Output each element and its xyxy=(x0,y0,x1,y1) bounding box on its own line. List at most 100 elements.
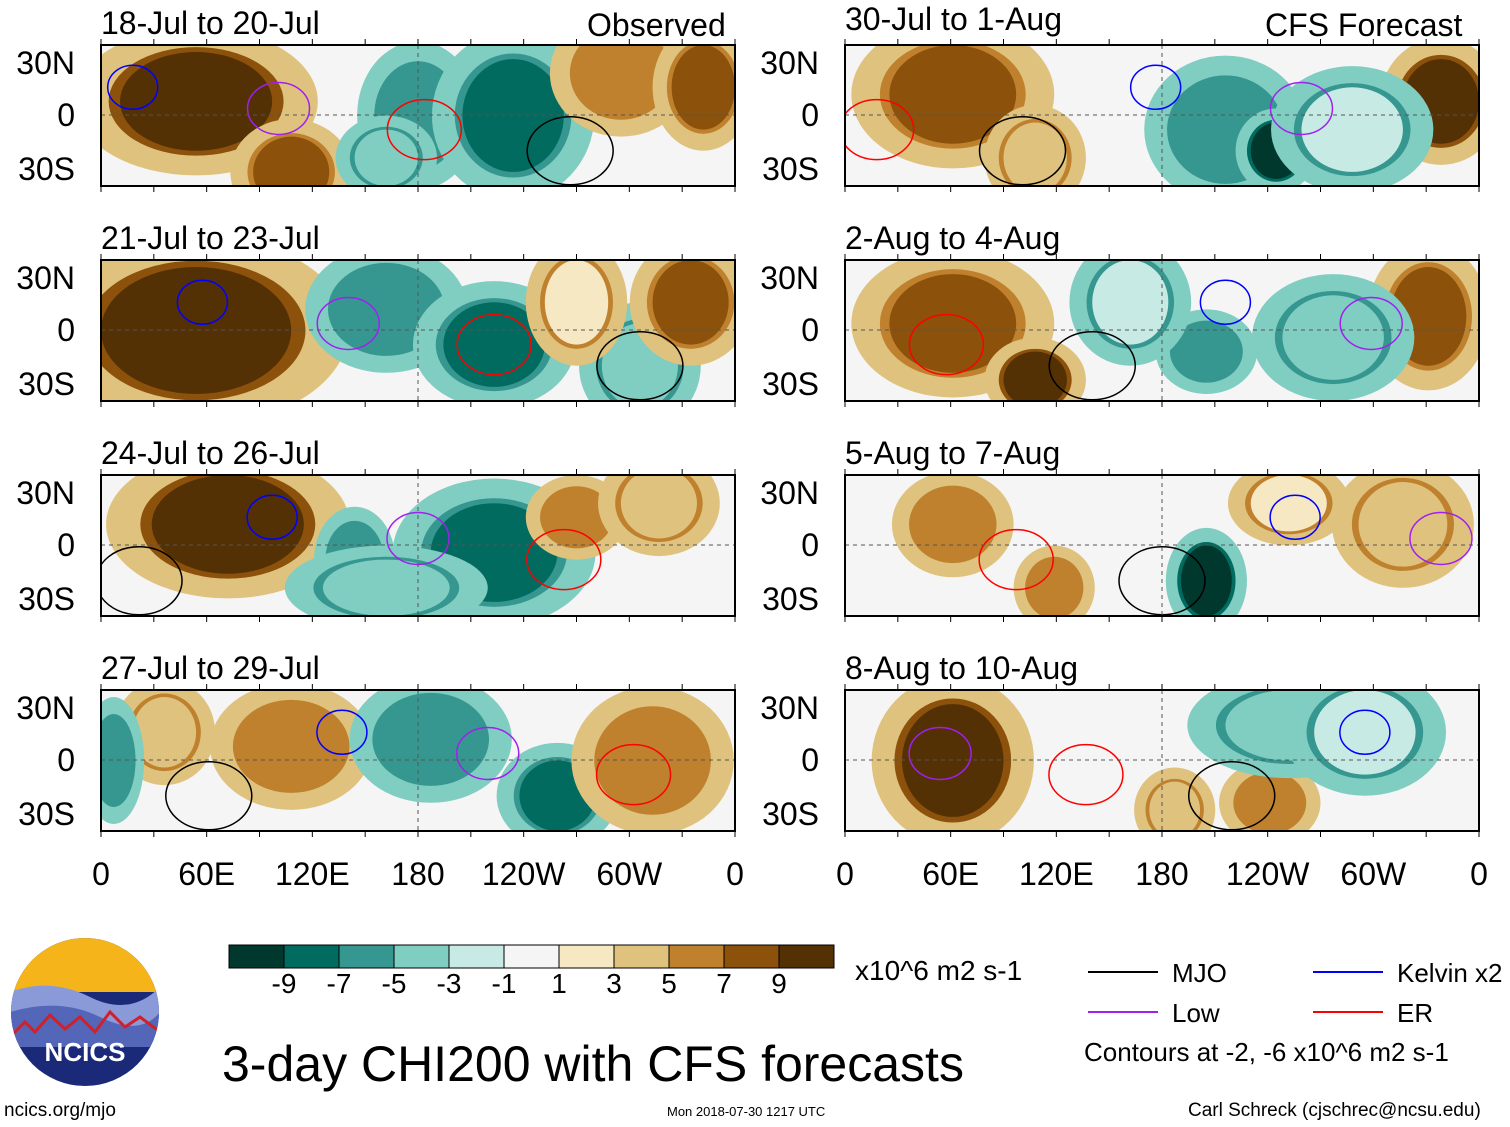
contour-line xyxy=(246,81,311,136)
lon-tick-label: 0 xyxy=(1470,856,1488,892)
contour-line xyxy=(1129,64,1182,111)
colorbar-swatch xyxy=(778,944,835,969)
lon-tick-label: 60E xyxy=(922,856,980,892)
author: Carl Schreck (cjschrec@ncsu.edu) xyxy=(1188,1100,1481,1121)
lon-tick-label: 0 xyxy=(726,856,744,892)
observed-label: Observed xyxy=(587,7,726,43)
legend-line-er xyxy=(1313,1011,1383,1013)
map-panel xyxy=(100,39,736,192)
map-panel xyxy=(100,684,736,837)
panel-title: 18-Jul to 20-Jul xyxy=(101,5,320,41)
legend-label: Low xyxy=(1172,998,1220,1028)
contour-line xyxy=(246,494,298,541)
colorbar-swatch xyxy=(338,944,395,969)
colorbar-swatch xyxy=(393,944,450,969)
colorbar-tick: 9 xyxy=(771,968,787,999)
contour-line xyxy=(456,313,532,376)
lat-tick-label: 30S xyxy=(18,366,75,402)
contour-line xyxy=(176,279,229,326)
ncics-logo: NCICS xyxy=(11,938,159,1086)
panel-title: 27-Jul to 29-Jul xyxy=(101,650,320,686)
panel-title: 2-Aug to 4-Aug xyxy=(845,220,1061,256)
colorbar-swatch xyxy=(503,944,560,969)
lat-tick-label: 30N xyxy=(760,260,819,296)
lat-tick-label: 0 xyxy=(57,742,75,778)
contour-line xyxy=(1269,494,1321,541)
lat-tick-label: 30N xyxy=(16,690,75,726)
contour-line xyxy=(595,743,672,806)
lon-tick-label: 120E xyxy=(1018,856,1094,892)
logo-text: NCICS xyxy=(45,1037,126,1067)
panel-title: 8-Aug to 10-Aug xyxy=(845,650,1079,686)
colorbar-swatch xyxy=(558,944,615,969)
colorbar-swatch xyxy=(448,944,505,969)
legend-line-low xyxy=(1088,1011,1158,1013)
map-panel xyxy=(100,254,736,407)
contour-line xyxy=(455,726,520,781)
panel-title: 5-Aug to 7-Aug xyxy=(845,435,1061,471)
colorbar-tick: 7 xyxy=(716,968,732,999)
lat-tick-label: 30N xyxy=(760,45,819,81)
legend-label: MJO xyxy=(1172,958,1227,988)
lon-tick-label: 180 xyxy=(1135,856,1189,892)
map-panel xyxy=(844,254,1480,407)
lat-tick-label: 30N xyxy=(16,45,75,81)
colorbar-swatch xyxy=(283,944,340,969)
colorbar-tick: -1 xyxy=(491,968,517,999)
lat-tick-label: 30S xyxy=(18,796,75,832)
lon-tick-label: 60W xyxy=(1340,856,1407,892)
units-label: x10^6 m2 s-1 xyxy=(855,955,1023,986)
contour-line xyxy=(908,726,972,781)
lat-tick-label: 30N xyxy=(16,475,75,511)
forecast-label: CFS Forecast xyxy=(1265,7,1463,43)
legend-label: ER xyxy=(1397,998,1434,1028)
contour-line xyxy=(1339,296,1403,351)
colorbar-tick: -5 xyxy=(381,968,407,999)
contour-note: Contours at -2, -6 x10^6 m2 s-1 xyxy=(1084,1037,1449,1067)
url-text: ncics.org/mjo xyxy=(4,1100,116,1121)
colorbar-swatch xyxy=(668,944,725,969)
lat-tick-label: 0 xyxy=(57,312,75,348)
contour-line xyxy=(101,546,183,616)
legend-line-kelvin xyxy=(1313,971,1383,973)
lat-tick-label: 30N xyxy=(760,475,819,511)
lat-tick-label: 30S xyxy=(18,581,75,617)
map-panel xyxy=(100,469,736,622)
lon-tick-label: 0 xyxy=(92,856,110,892)
map-panels xyxy=(100,39,1480,837)
contour-line xyxy=(386,98,463,161)
colorbar-swatch xyxy=(228,944,285,969)
lon-tick-label: 120W xyxy=(1225,856,1310,892)
lat-tick-label: 30S xyxy=(762,366,819,402)
lon-tick-label: 120E xyxy=(274,856,350,892)
lon-tick-label: 0 xyxy=(836,856,854,892)
lat-tick-label: 30S xyxy=(18,151,75,187)
colorbar-swatch xyxy=(723,944,780,969)
legend-line-mjo xyxy=(1088,971,1158,973)
lat-tick-label: 0 xyxy=(57,97,75,133)
lon-tick-label: 180 xyxy=(391,856,445,892)
contour-line xyxy=(596,331,684,401)
colorbar-tick: 5 xyxy=(661,968,677,999)
panel-title: 24-Jul to 26-Jul xyxy=(101,435,320,471)
figure-title: 3-day CHI200 with CFS forecasts xyxy=(222,1036,964,1092)
contour-line xyxy=(316,296,381,351)
contour-line xyxy=(978,116,1067,186)
lon-tick-label: 60E xyxy=(178,856,236,892)
panel-title: 21-Jul to 23-Jul xyxy=(101,220,320,256)
contour-line xyxy=(316,709,368,756)
colorbar-tick: -7 xyxy=(326,968,352,999)
lat-tick-label: 0 xyxy=(801,527,819,563)
colorbar-swatch xyxy=(613,944,670,969)
lat-tick-label: 0 xyxy=(801,97,819,133)
panel-title: 30-Jul to 1-Aug xyxy=(845,1,1063,37)
map-panel xyxy=(844,684,1480,837)
lat-tick-label: 0 xyxy=(801,312,819,348)
lon-tick-label: 120W xyxy=(481,856,566,892)
contour-line xyxy=(1199,279,1252,326)
contour-line xyxy=(845,98,915,161)
lat-tick-label: 0 xyxy=(801,742,819,778)
contour-line xyxy=(106,64,159,111)
contour-line xyxy=(1048,331,1137,401)
